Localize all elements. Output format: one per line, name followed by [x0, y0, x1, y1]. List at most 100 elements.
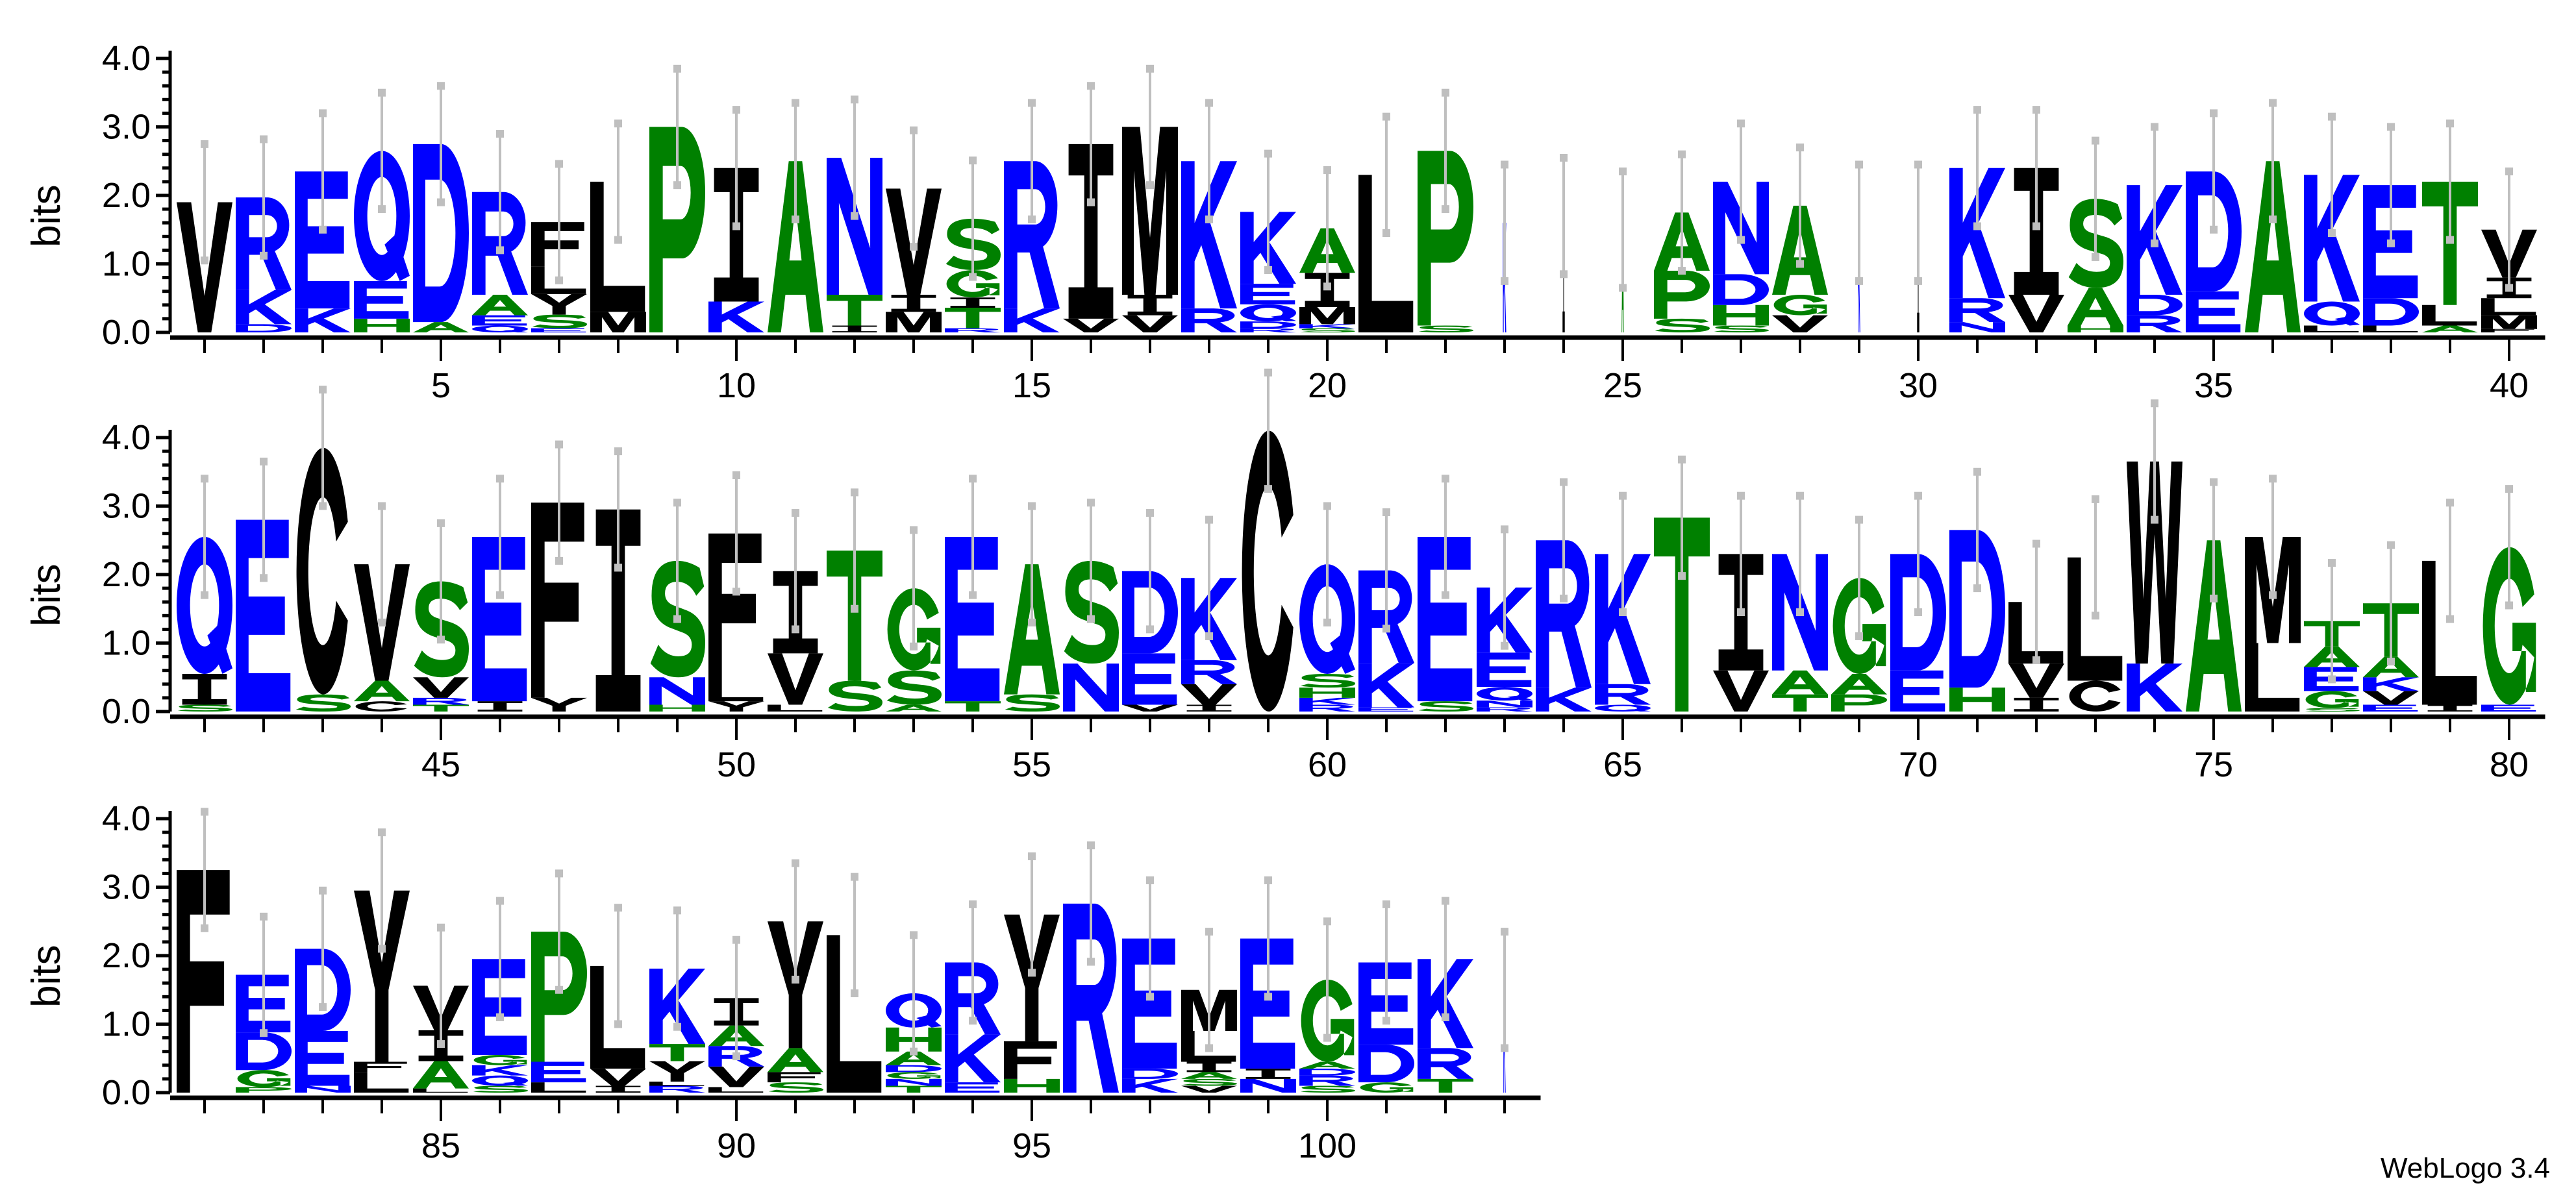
error-bar-cap [851, 604, 858, 613]
logo-column-46 [472, 475, 527, 712]
residue-letter-L [531, 266, 586, 294]
residue-letter-K [708, 301, 764, 332]
residue-letter-A [1181, 1072, 1237, 1079]
logo-column-38 [2363, 123, 2419, 332]
logo-column-58 [1181, 515, 1237, 712]
residue-letter-A [886, 1051, 942, 1065]
logo-column-14 [945, 156, 1001, 332]
error-bar-cap [2328, 229, 2336, 238]
error-bar-cap [1442, 88, 1449, 97]
residue-letter-D [1122, 571, 1178, 654]
error-bar-cap [1501, 1044, 1508, 1052]
error-bar-cap [1087, 958, 1095, 966]
error-bar-cap [201, 140, 208, 148]
error-bar-cap [732, 106, 740, 114]
error-bar-cap [1146, 625, 1154, 634]
error-bar-cap [437, 198, 445, 206]
y-tick-label: 4.0 [102, 39, 151, 78]
error-bar-cap [260, 135, 268, 143]
error-bar-cap [732, 1052, 740, 1061]
error-bar-cap [1619, 167, 1627, 176]
logo-column-44 [354, 502, 410, 712]
residue-letter-K [1004, 308, 1060, 332]
error-bar-cap [378, 502, 386, 510]
residue-letter-C [1242, 430, 1294, 712]
error-bar-cap [260, 457, 268, 465]
logo-column-43 [295, 386, 351, 712]
error-bar-cap [1796, 608, 1804, 617]
error-bar-cap [614, 447, 622, 456]
residue-letter-D [2127, 294, 2182, 316]
logo-column-42 [236, 457, 291, 712]
logo-column-12 [827, 95, 882, 332]
residue-letter-V [886, 188, 942, 295]
error-bar-cap [614, 236, 622, 244]
residue-letter-I [1186, 1061, 1232, 1072]
residue-letter-V [413, 677, 469, 698]
error-bar-cap [1028, 502, 1036, 510]
logo-column-57 [1122, 509, 1178, 712]
residue-letter-R [413, 697, 469, 705]
logo-column-35 [2186, 109, 2242, 332]
residue-letter-S [827, 680, 882, 712]
y-tick-label: 0.0 [102, 313, 151, 352]
y-tick-label: 2.0 [102, 176, 151, 215]
residue-letter-N [886, 1078, 942, 1086]
logo-column-19 [1240, 149, 1296, 332]
logo-column-11 [768, 99, 823, 332]
residue-letter-K [236, 290, 292, 325]
logo-column-6 [472, 130, 528, 332]
error-bar-cap [2151, 399, 2158, 408]
error-bar-cap [1323, 502, 1331, 510]
error-bar-cap [1323, 917, 1331, 926]
residue-letter-G [2305, 691, 2359, 708]
residue-letter-D [2186, 171, 2242, 291]
logo-column-48 [595, 447, 641, 712]
logo-column-70 [1890, 491, 1946, 712]
error-bar-cap [201, 256, 208, 265]
residue-letter-E [1122, 938, 1177, 1069]
residue-letter-I [1245, 1069, 1291, 1079]
logo-column-82 [236, 912, 292, 1093]
residue-letter-E [1240, 284, 1295, 304]
error-bar-cap [1205, 632, 1213, 640]
residue-letter-E [1358, 707, 1414, 712]
residue-letter-L [708, 1087, 764, 1093]
residue-letter-L [2245, 643, 2300, 712]
error-bar-cap [555, 440, 563, 449]
error-bar-cap [1678, 267, 1686, 275]
logo-column-90 [708, 936, 764, 1093]
residue-letter-R [1477, 707, 1532, 712]
residue-letter-S [473, 1085, 528, 1093]
residue-letter-Y [531, 293, 587, 315]
x-tick-label: 85 [421, 1126, 460, 1165]
error-bar-cap [2210, 478, 2218, 486]
residue-letter-L [2481, 298, 2536, 316]
error-bar-cap [614, 904, 622, 912]
logo-column-79 [2422, 499, 2477, 712]
residue-letter-E [295, 171, 350, 309]
residue-letter-F [2481, 328, 2534, 333]
residue-letter-A [413, 1061, 469, 1089]
error-bar-cap [1914, 160, 1922, 169]
logo-column-37 [2304, 112, 2360, 332]
residue-letter-D [1890, 554, 1946, 671]
logo-column-10 [708, 106, 764, 332]
residue-letter-A [2363, 656, 2419, 678]
residue-letter-K [1122, 1078, 1178, 1093]
error-bar-cap [910, 126, 918, 134]
residue-letter-A [1772, 670, 1828, 695]
residue-letter-A [413, 322, 469, 333]
residue-letter-V [2008, 663, 2064, 698]
error-bar-cap [2269, 591, 2277, 599]
logo-column-55 [1004, 502, 1060, 712]
residue-letter-P [236, 1087, 292, 1093]
residue-letter-G [1773, 294, 1827, 316]
residue-letter-K [472, 1065, 528, 1076]
residue-letter-V [1772, 315, 1828, 332]
logo-column-25 [1619, 167, 1627, 332]
residue-letter-E [945, 536, 1000, 702]
logo-column-20 [1299, 166, 1355, 332]
residue-letter-G [887, 588, 941, 671]
error-bar-cap [2092, 253, 2099, 261]
